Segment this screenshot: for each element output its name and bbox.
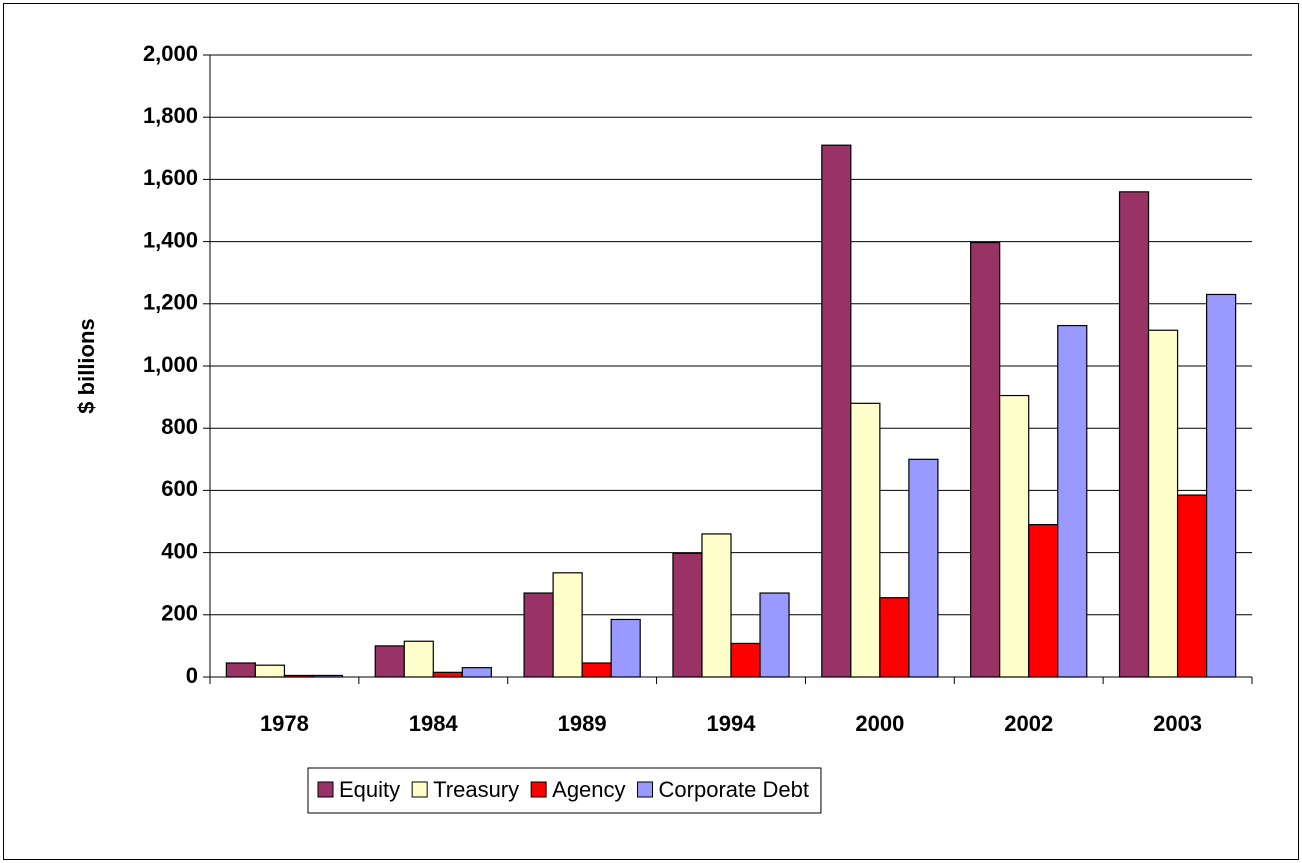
bar — [374, 645, 405, 678]
bar — [672, 552, 703, 678]
legend-swatch — [637, 781, 654, 798]
y-tick-label: 1,400 — [143, 227, 198, 252]
y-tick-label: 2,000 — [143, 41, 198, 66]
x-tick-label: 1989 — [558, 711, 607, 736]
y-tick-label: 1,000 — [143, 352, 198, 377]
legend-label: Corporate Debt — [659, 777, 809, 802]
y-axis-label: $ billions — [74, 318, 99, 413]
bar — [254, 664, 286, 678]
bar — [970, 241, 1001, 678]
legend-label: Agency — [552, 777, 625, 802]
legend-swatch — [317, 781, 334, 798]
bar — [999, 394, 1030, 678]
bar — [1176, 494, 1208, 678]
bar — [432, 671, 463, 678]
legend-label: Treasury — [433, 777, 519, 802]
y-tick-label: 0 — [186, 663, 198, 688]
y-tick-label: 600 — [161, 476, 198, 501]
y-tick-label: 1,200 — [143, 290, 198, 315]
bar — [1028, 524, 1059, 678]
bar — [552, 572, 583, 678]
x-tick-label: 1994 — [707, 711, 757, 736]
bar — [312, 674, 344, 678]
bar — [730, 642, 761, 678]
y-tick-label: 200 — [161, 601, 198, 626]
x-tick-label: 2000 — [855, 711, 904, 736]
bar — [581, 662, 612, 678]
bar — [610, 618, 641, 678]
bar — [283, 674, 315, 678]
legend-swatch — [530, 781, 547, 798]
bar — [879, 597, 910, 678]
legend-swatch — [411, 781, 428, 798]
bar — [523, 592, 554, 678]
x-tick-label: 1984 — [409, 711, 459, 736]
bar — [1118, 191, 1150, 678]
y-tick-label: 1,600 — [143, 165, 198, 190]
bar — [821, 144, 852, 678]
y-tick-label: 400 — [161, 538, 198, 563]
bar — [1057, 324, 1088, 678]
legend-label: Equity — [339, 777, 400, 802]
legend-box — [307, 767, 822, 814]
bar — [908, 458, 939, 678]
y-tick-label: 1,800 — [143, 103, 198, 128]
x-tick-label: 2003 — [1153, 711, 1202, 736]
bar — [701, 533, 732, 678]
bar — [1147, 329, 1179, 678]
x-tick-label: 2002 — [1004, 711, 1053, 736]
bar — [403, 640, 434, 678]
x-tick-label: 1978 — [260, 711, 309, 736]
bar — [759, 592, 790, 678]
bar — [1205, 293, 1237, 678]
bar — [225, 662, 257, 678]
bar — [850, 402, 881, 678]
y-tick-label: 800 — [161, 414, 198, 439]
bar — [461, 667, 492, 678]
